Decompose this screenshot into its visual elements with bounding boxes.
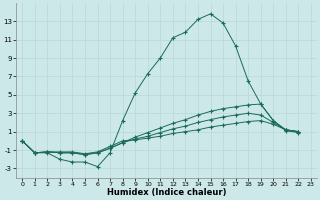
X-axis label: Humidex (Indice chaleur): Humidex (Indice chaleur) [107,188,226,197]
